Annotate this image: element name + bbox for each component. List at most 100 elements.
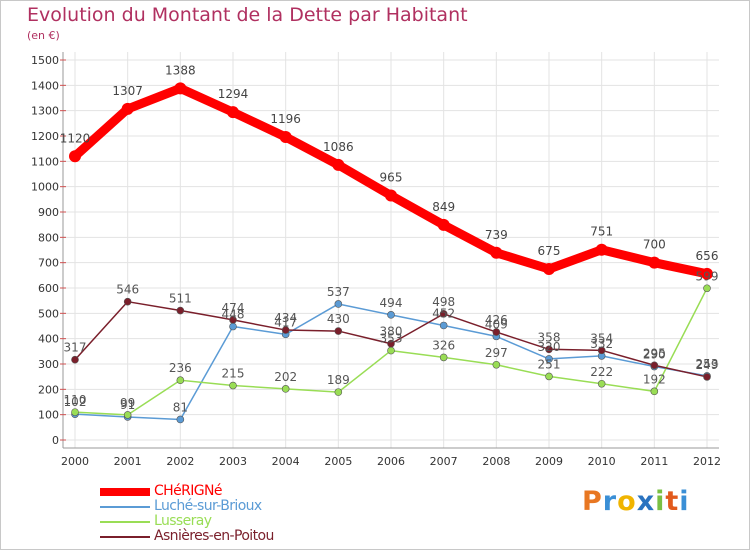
data-label-2: 99 (120, 396, 135, 410)
series-point-0 (701, 267, 713, 280)
series-point-2 (281, 385, 290, 393)
data-label-2: 353 (380, 332, 403, 346)
data-label-3: 249 (696, 358, 719, 372)
data-label-3: 358 (538, 330, 561, 344)
legend-label: Lusseray (154, 513, 212, 529)
series-point-0 (279, 131, 292, 144)
x-tick-label: 2001 (114, 455, 142, 468)
y-tick-label: 1400 (31, 79, 59, 92)
y-tick-label: 1300 (31, 105, 59, 118)
y-tick-label: 400 (38, 333, 59, 346)
data-label-0: 1388 (165, 63, 196, 77)
data-label-1: 417 (274, 315, 297, 329)
data-label-2: 202 (274, 370, 297, 384)
y-tick-label: 1100 (31, 155, 59, 168)
data-label-1: 91 (120, 398, 135, 412)
series-point-3 (439, 310, 448, 318)
series-point-1 (439, 321, 448, 330)
x-tick-label: 2009 (535, 455, 563, 468)
x-tick-label: 2006 (377, 455, 405, 468)
series-point-3 (650, 361, 659, 370)
series-point-0 (437, 218, 450, 231)
series-point-0 (174, 82, 187, 95)
data-label-2: 215 (222, 367, 245, 381)
data-label-1: 448 (222, 308, 245, 322)
data-label-2: 192 (643, 372, 666, 386)
data-label-3: 546 (116, 283, 139, 297)
data-label-0: 965 (380, 171, 403, 185)
series-point-2 (703, 284, 711, 293)
data-label-0: 700 (643, 238, 666, 252)
data-label-0: 656 (696, 249, 719, 263)
data-label-3: 317 (64, 341, 87, 355)
data-label-1: 102 (64, 395, 87, 409)
series-point-2 (597, 379, 606, 388)
legend-label: Asnières-en-Poitou (154, 528, 274, 544)
logo-letter: o (617, 486, 637, 517)
series-point-1 (176, 415, 185, 424)
legend-swatch (100, 536, 150, 538)
series-point-2 (492, 360, 501, 369)
series-point-2 (176, 376, 185, 385)
data-label-3: 498 (432, 295, 455, 309)
series-point-3 (123, 297, 132, 306)
legend-swatch (100, 488, 150, 496)
data-label-1: 494 (380, 296, 403, 310)
series-point-2 (439, 353, 448, 362)
data-label-1: 320 (538, 340, 561, 354)
data-label-3: 474 (222, 301, 245, 315)
x-tick-label: 2004 (272, 455, 300, 468)
series-point-2 (650, 387, 659, 396)
series-point-3 (229, 316, 237, 324)
data-label-0: 1086 (323, 140, 354, 154)
chart-legend: CHéRIGNé Luché-sur-Brioux Lusseray Asnières… (100, 483, 360, 544)
y-tick-label: 600 (38, 282, 59, 295)
data-label-0: 739 (485, 228, 508, 242)
data-label-1: 537 (327, 285, 350, 299)
x-tick-label: 2011 (640, 455, 668, 468)
data-label-3: 511 (169, 292, 192, 306)
data-label-1: 332 (590, 337, 613, 351)
chart-unit: (en €) (27, 29, 60, 42)
y-tick-label: 0 (52, 434, 59, 447)
series-point-2 (545, 372, 553, 381)
y-tick-label: 500 (38, 307, 59, 320)
series-point-3 (703, 373, 711, 381)
data-label-0: 1294 (218, 87, 249, 101)
data-label-3: 295 (643, 346, 666, 360)
series-point-3 (176, 306, 185, 315)
x-tick-label: 2000 (61, 455, 89, 468)
y-tick-label: 900 (38, 206, 59, 219)
series-point-0 (121, 102, 134, 115)
data-label-2: 110 (64, 393, 87, 407)
logo-letter: i (679, 486, 690, 517)
data-label-3: 434 (274, 311, 297, 325)
data-label-3: 430 (327, 312, 350, 326)
legend-label: Luché-sur-Brioux (154, 498, 262, 514)
data-label-0: 849 (432, 200, 455, 214)
y-tick-label: 1200 (31, 130, 59, 143)
legend-item: Luché-sur-Brioux (100, 498, 360, 514)
series-point-3 (387, 339, 395, 348)
series-point-0 (543, 263, 555, 275)
logo-letter: i (655, 486, 666, 517)
data-label-2: 222 (590, 365, 613, 379)
series-point-1 (334, 300, 343, 308)
data-label-3: 354 (590, 331, 613, 345)
data-label-1: 253 (696, 357, 719, 371)
series-point-3 (281, 326, 290, 334)
data-label-2: 297 (485, 346, 508, 360)
series-point-2 (334, 388, 343, 396)
data-label-2: 236 (169, 361, 192, 375)
x-tick-label: 2010 (588, 455, 616, 468)
series-point-0 (490, 246, 503, 259)
y-tick-label: 1000 (31, 181, 59, 194)
data-label-2: 189 (327, 373, 350, 387)
series-point-3 (545, 345, 553, 354)
data-label-2: 326 (432, 338, 455, 352)
series-point-2 (71, 408, 79, 416)
x-tick-label: 2002 (166, 455, 194, 468)
logo-letter: P (582, 486, 603, 517)
data-label-1: 452 (432, 306, 455, 320)
